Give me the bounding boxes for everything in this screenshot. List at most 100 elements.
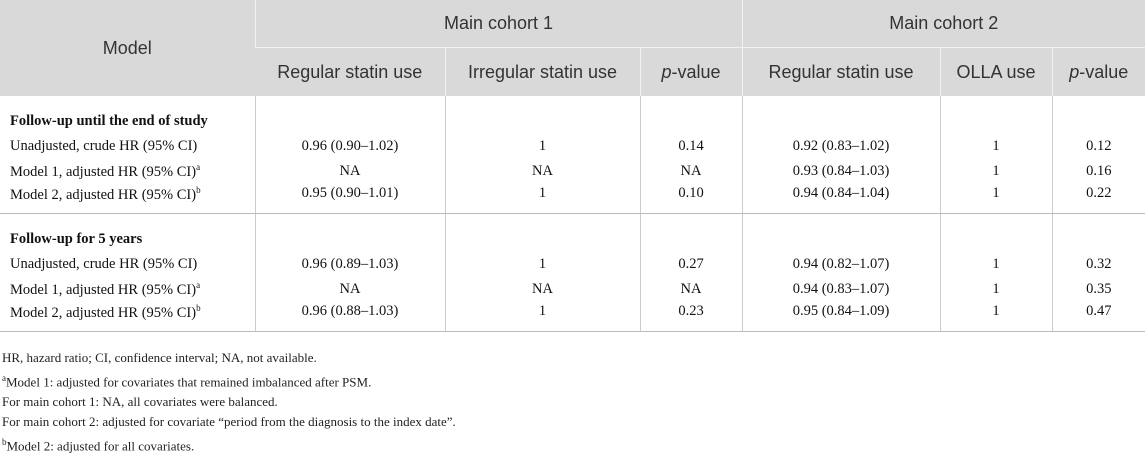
cell: NA (444, 277, 640, 302)
cell: 0.92 (0.83–1.02) (741, 134, 941, 159)
cell: 1 (939, 252, 1053, 277)
cell: NA (639, 277, 743, 302)
cell (254, 213, 445, 252)
footnote: For main cohort 2: adjusted for covariat… (2, 412, 1145, 432)
row-label: Unadjusted, crude HR (95% CI) (0, 252, 255, 277)
cell: 0.22 (1051, 184, 1145, 214)
header-italic: p (661, 61, 672, 82)
header-column: Irregular statin use (444, 47, 640, 96)
cell: 1 (939, 134, 1053, 159)
cell (444, 96, 640, 134)
cell: 0.27 (639, 252, 743, 277)
cell: 0.96 (0.89–1.03) (254, 252, 445, 277)
label-text: Model 2, adjusted HR (95% CI) (10, 304, 197, 321)
results-table: Model Main cohort 1 Main cohort 2 Regular s… (0, 0, 1145, 332)
label-text: Model 1, adjusted HR (95% CI) (10, 163, 197, 180)
header-model: Model (0, 0, 255, 96)
header-column: p-value (1051, 47, 1145, 96)
cell (444, 213, 640, 252)
data-row: Unadjusted, crude HR (95% CI) 0.96 (0.90–… (0, 134, 1145, 159)
cell: NA (444, 159, 640, 184)
cell (639, 96, 743, 134)
cell: 1 (444, 134, 640, 159)
data-row: Unadjusted, crude HR (95% CI) 0.96 (0.89–… (0, 252, 1145, 277)
cell: 0.96 (0.88–1.03) (254, 302, 445, 332)
header-column: Regular statin use (255, 47, 445, 96)
footnote-text: HR, hazard ratio; CI, confidence interva… (2, 350, 317, 365)
cell (1051, 213, 1145, 252)
label-sup: b (196, 185, 201, 195)
cell: 0.32 (1051, 252, 1145, 277)
section-title: Follow-up for 5 years (10, 231, 143, 247)
label-sup: a (196, 280, 201, 291)
cell: 0.94 (0.82–1.07) (741, 252, 941, 277)
footnote: bModel 2: adjusted for all covariates. (2, 432, 1145, 456)
cell (741, 96, 941, 134)
header-column: Regular statin use (741, 47, 941, 96)
label-sup: b (196, 303, 201, 313)
cell: 0.47 (1051, 302, 1145, 332)
label-text: Unadjusted, crude HR (95% CI) (10, 256, 198, 272)
row-label: Model 2, adjusted HR (95% CI)b (0, 302, 255, 332)
footnote-text: Model 2: adjusted for all covariates. (6, 438, 195, 454)
header-column: p-value (639, 47, 743, 96)
cell: 1 (939, 277, 1053, 302)
cell (939, 96, 1053, 134)
cell: NA (639, 159, 743, 184)
cell (939, 213, 1053, 252)
header-text: -value (1079, 61, 1129, 82)
cell: 0.94 (0.83–1.07) (741, 277, 941, 302)
header-row: Regular statin use Irregular statin use p-… (0, 47, 1145, 96)
footnote-text: For main cohort 2: adjusted for covariat… (2, 414, 456, 430)
data-row: Model 2, adjusted HR (95% CI)b 0.96 (0.88… (0, 302, 1145, 332)
label-text: Model 2, adjusted HR (95% CI) (10, 186, 197, 203)
header-group: Main cohort 1 (254, 0, 743, 48)
data-row: Model 1, adjusted HR (95% CI)a NA NA NA 0.93… (0, 159, 1145, 184)
section-title: Follow-up until the end of study (10, 113, 208, 129)
cell: 0.10 (639, 184, 743, 214)
footnote-sup: a (2, 373, 6, 383)
header-group: Main cohort 2 (741, 0, 1145, 48)
cell (639, 213, 743, 252)
header-column: OLLA use (939, 47, 1053, 96)
cell: 0.23 (639, 302, 743, 332)
header-italic: p (1069, 61, 1080, 82)
cell: 0.14 (639, 134, 743, 159)
cell (1051, 96, 1145, 134)
footnotes: HR, hazard ratio; CI, confidence interva… (0, 332, 1145, 457)
cell: 1 (939, 302, 1053, 332)
section-row: Follow-up for 5 years (0, 213, 1145, 252)
data-row: Model 1, adjusted HR (95% CI)a NA NA NA 0.94… (0, 277, 1145, 302)
cell: 1 (939, 159, 1053, 184)
footnote-text: Model 1: adjusted for covariates that re… (6, 374, 372, 390)
label-text: Unadjusted, crude HR (95% CI) (10, 138, 198, 154)
cell: 1 (444, 184, 640, 214)
footnote-text: For main cohort 1: NA, all covariates we… (2, 394, 278, 410)
cell: 0.94 (0.84–1.04) (741, 184, 941, 214)
footnote: For main cohort 1: NA, all covariates we… (2, 392, 1145, 412)
cell (254, 96, 445, 134)
footnote: HR, hazard ratio; CI, confidence interva… (2, 348, 1145, 368)
cell: 1 (444, 302, 640, 332)
label-sup: a (196, 162, 201, 173)
cell: 0.95 (0.84–1.09) (741, 302, 941, 332)
cell: 1 (444, 252, 640, 277)
row-label: Unadjusted, crude HR (95% CI) (0, 134, 255, 159)
header-text: -value (671, 61, 721, 82)
cell: 0.93 (0.84–1.03) (741, 159, 941, 184)
data-row: Model 2, adjusted HR (95% CI)b 0.95 (0.90… (0, 184, 1145, 214)
cell: 0.12 (1051, 134, 1145, 159)
cell: 0.35 (1051, 277, 1145, 302)
row-label: Model 2, adjusted HR (95% CI)b (0, 184, 255, 214)
footnote: aModel 1: adjusted for covariates that r… (2, 368, 1145, 392)
cell: 0.96 (0.90–1.02) (254, 134, 445, 159)
header-row: Model Main cohort 1 Main cohort 2 (0, 0, 1145, 96)
row-label: Model 1, adjusted HR (95% CI)a (0, 159, 255, 184)
cell: 0.16 (1051, 159, 1145, 184)
cell: 1 (939, 184, 1053, 214)
section-row: Follow-up until the end of study (0, 96, 1145, 134)
label-text: Model 1, adjusted HR (95% CI) (10, 281, 197, 298)
cell: NA (254, 277, 445, 302)
row-label: Model 1, adjusted HR (95% CI)a (0, 277, 255, 302)
